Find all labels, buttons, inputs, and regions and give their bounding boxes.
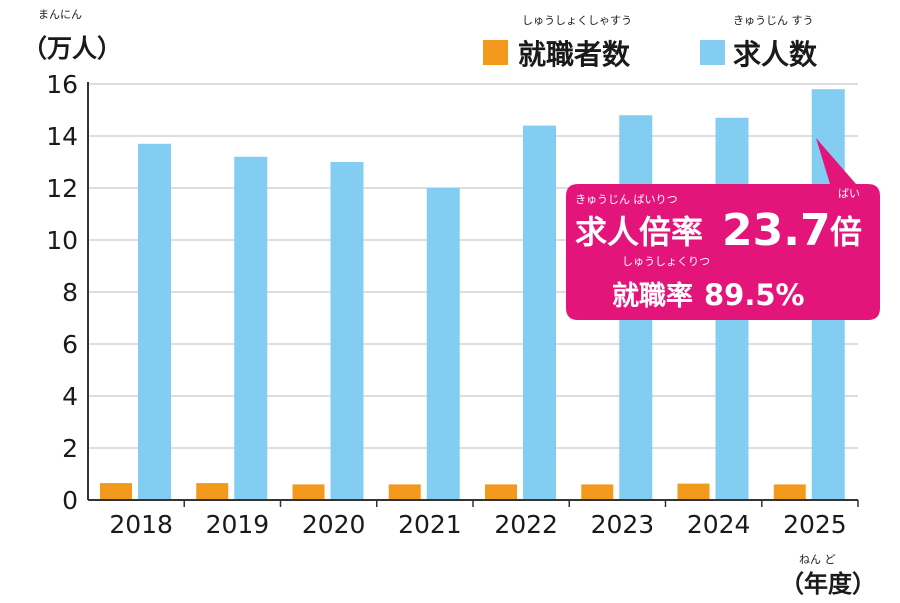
legend: しゅうしょくしゃすう 就職者数 きゅうじん すう 求人数 <box>483 14 818 71</box>
callout-ratio-value: 23.7 <box>722 205 831 256</box>
y-tick-label: 2 <box>62 434 78 463</box>
bar-employed <box>100 483 132 500</box>
legend-employed-ruby: しゅうしょくしゃすう <box>522 14 632 27</box>
x-tick-label: 2021 <box>398 510 462 539</box>
y-tick-label: 0 <box>62 486 78 515</box>
legend-swatch-employed <box>483 40 508 65</box>
y-tick-label: 16 <box>46 70 78 99</box>
y-tick-label: 10 <box>46 226 78 255</box>
callout-ruby-employment: しゅうしょくりつ <box>622 255 710 268</box>
callout-ratio-label: 求人倍率 <box>575 213 703 251</box>
x-tick-label: 2020 <box>302 510 366 539</box>
bar-employed <box>196 483 229 500</box>
x-tick-label: 2025 <box>783 510 847 539</box>
y-tick-labels: 0 2 4 6 8 10 12 14 16 <box>46 70 78 515</box>
bar-openings <box>330 162 364 500</box>
x-tick-label: 2018 <box>109 510 173 539</box>
x-tick-label: 2023 <box>591 510 655 539</box>
callout-ruby-times: ばい <box>838 187 860 200</box>
bar-openings <box>523 125 556 500</box>
x-tick-label: 2019 <box>206 510 270 539</box>
bar-openings <box>234 156 268 501</box>
bar-employed <box>485 484 517 500</box>
bar-employed <box>581 484 614 500</box>
x-tick-label: 2022 <box>494 510 558 539</box>
axes <box>87 82 859 507</box>
bar-employed <box>677 483 710 500</box>
bar-employed <box>773 484 806 500</box>
gridlines <box>88 83 858 449</box>
callout-employment-value: 89.5% <box>704 278 805 312</box>
y-tick-label: 14 <box>46 122 78 151</box>
y-tick-label: 8 <box>62 278 78 307</box>
bar-employed <box>388 484 421 500</box>
callout-ruby-ratio: きゅうじん ばいりつ <box>575 193 678 206</box>
legend-employed-label: 就職者数 <box>518 38 631 71</box>
callout-employment-label: 就職率 <box>612 280 693 312</box>
callout-bubble <box>566 138 880 320</box>
bar-openings <box>138 143 171 501</box>
y-tick-label: 4 <box>62 382 78 411</box>
y-axis-ruby: まんにん <box>38 8 82 21</box>
callout: きゅうじん ばいりつ 求人倍率 23.7 ばい 倍 しゅうしょくりつ 就職率 8… <box>566 138 880 320</box>
legend-openings-ruby: きゅうじん すう <box>733 14 814 27</box>
y-tick-label: 6 <box>62 330 78 359</box>
x-axis-label: （年度） <box>780 570 876 598</box>
callout-ratio-unit: 倍 <box>830 213 862 251</box>
y-axis-label: （万人） <box>22 34 122 63</box>
x-tick-labels: 2018 2019 2020 2021 2022 2023 2024 2025 <box>109 510 846 539</box>
legend-swatch-openings <box>700 40 725 65</box>
x-axis-ruby: ねん ど <box>799 553 836 566</box>
x-tick-label: 2024 <box>687 510 751 539</box>
y-tick-label: 12 <box>46 174 78 203</box>
bar-openings <box>426 188 460 500</box>
legend-openings-label: 求人数 <box>733 38 818 71</box>
bar-employed <box>292 484 325 500</box>
